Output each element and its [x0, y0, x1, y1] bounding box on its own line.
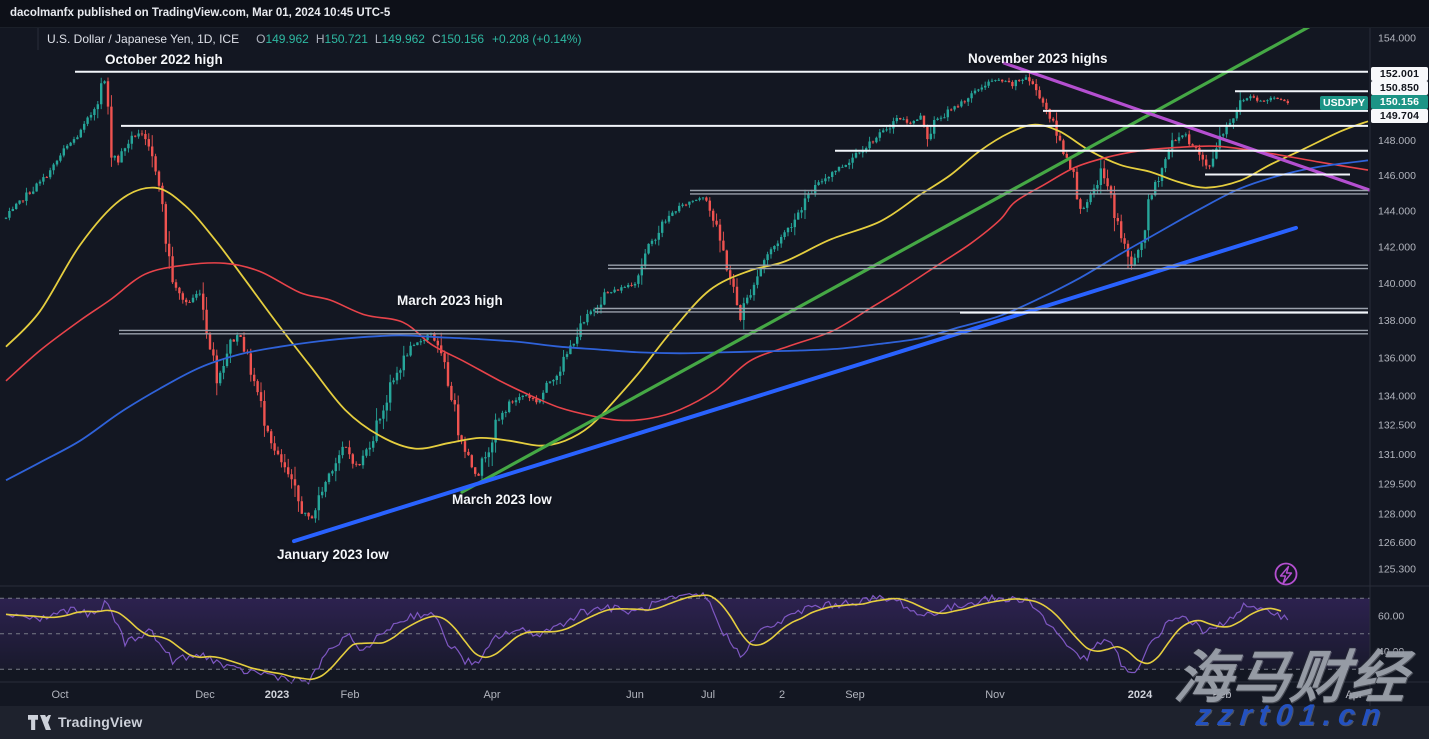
- publish-info-text: dacolmanfx published on TradingView.com,…: [10, 7, 391, 19]
- rsi-band: [0, 598, 1370, 670]
- high-label: H: [315, 32, 325, 46]
- time-tick-Feb[interactable]: Feb: [1213, 689, 1232, 701]
- annotation-march-2023-low[interactable]: March 2023 low: [452, 492, 552, 507]
- publish-header: dacolmanfx published on TradingView.com,…: [0, 0, 1429, 28]
- time-tick-Jun[interactable]: Jun: [626, 689, 644, 701]
- annotation-march-2023-high[interactable]: March 2023 high: [397, 293, 503, 308]
- candles-layer: [4, 73, 1289, 523]
- change-value: +0.208 (+0.14%): [492, 32, 582, 46]
- tradingview-logo[interactable]: TradingView: [28, 714, 142, 730]
- tradingview-logo-text: TradingView: [58, 714, 143, 730]
- time-tick-2[interactable]: 2: [779, 689, 785, 701]
- price-badge-152.001: 152.001: [1371, 67, 1428, 81]
- price-tick: 126.600: [1378, 537, 1416, 549]
- time-tick-Apr[interactable]: Apr: [483, 689, 500, 701]
- time-tick-Oct[interactable]: Oct: [51, 689, 68, 701]
- close-value: 150.156: [440, 32, 485, 46]
- boost-lightning-icon[interactable]: [1274, 562, 1298, 586]
- time-tick-Feb[interactable]: Feb: [341, 689, 360, 701]
- price-tick: 138.000: [1378, 315, 1416, 327]
- price-tick: 129.500: [1378, 479, 1416, 491]
- price-tick: 131.000: [1378, 449, 1416, 461]
- price-tick: 132.500: [1378, 420, 1416, 432]
- footer-bar: TradingView: [0, 706, 1429, 739]
- low-value: 149.962: [381, 32, 425, 46]
- price-badge-150.850: 150.850: [1371, 81, 1428, 95]
- symbol-legend[interactable]: U.S. Dollar / Japanese Yen, 1D, ICE O149.…: [47, 32, 581, 46]
- price-tick: 146.000: [1378, 170, 1416, 182]
- price-badge-150.156: 150.156: [1371, 95, 1428, 109]
- price-tick: 144.000: [1378, 205, 1416, 217]
- rising-trendline-green: [460, 28, 1311, 494]
- main-chart-canvas[interactable]: 60.00 40.00 154.000 148.000 146.000 144.000 14…: [0, 28, 1429, 706]
- time-tick-Nov[interactable]: Nov: [985, 689, 1005, 701]
- time-tick-2024[interactable]: 2024: [1128, 689, 1153, 701]
- rsi-ma-line: [5, 594, 1282, 681]
- annotation-october-2022-high[interactable]: October 2022 high: [105, 52, 223, 67]
- open-value: 149.962: [265, 32, 309, 46]
- rising-trendline-blue: [292, 225, 1298, 544]
- ma-200-blue: [5, 159, 1369, 481]
- price-badge-149.704: 149.704: [1371, 109, 1428, 123]
- open-label: O: [256, 32, 266, 46]
- symbol-title: U.S. Dollar / Japanese Yen, 1D, ICE: [47, 32, 240, 46]
- rsi-lower-tick: 40.00: [1378, 646, 1404, 658]
- time-tick-2023[interactable]: 2023: [265, 689, 289, 701]
- price-tick: 148.000: [1378, 135, 1416, 147]
- ma-100-red: [5, 145, 1369, 422]
- high-value: 150.721: [324, 32, 368, 46]
- watermark-site-url: zzrt01.cn: [1194, 699, 1390, 732]
- price-tick: 134.000: [1378, 391, 1416, 403]
- price-tick: 142.000: [1378, 241, 1416, 253]
- time-tick-Apr[interactable]: Apr: [1345, 689, 1362, 701]
- price-tick: 154.000: [1378, 33, 1416, 45]
- price-tick: 136.000: [1378, 353, 1416, 365]
- time-tick-Dec[interactable]: Dec: [195, 689, 215, 701]
- annotation-january-2023-low[interactable]: January 2023 low: [277, 547, 389, 562]
- tradingview-logo-icon: [28, 714, 51, 730]
- price-tick: 128.000: [1378, 509, 1416, 521]
- time-tick-Sep[interactable]: Sep: [845, 689, 865, 701]
- last-price-symbol-badge: USDJPY: [1320, 96, 1368, 110]
- close-label: C: [431, 32, 441, 46]
- rsi-upper-tick: 60.00: [1378, 611, 1404, 623]
- time-tick-Jul[interactable]: Jul: [701, 689, 715, 701]
- price-tick: 125.300: [1378, 564, 1416, 576]
- low-label: L: [374, 32, 382, 46]
- price-tick: 140.000: [1378, 278, 1416, 290]
- annotation-november-2023-highs[interactable]: November 2023 highs: [968, 51, 1108, 66]
